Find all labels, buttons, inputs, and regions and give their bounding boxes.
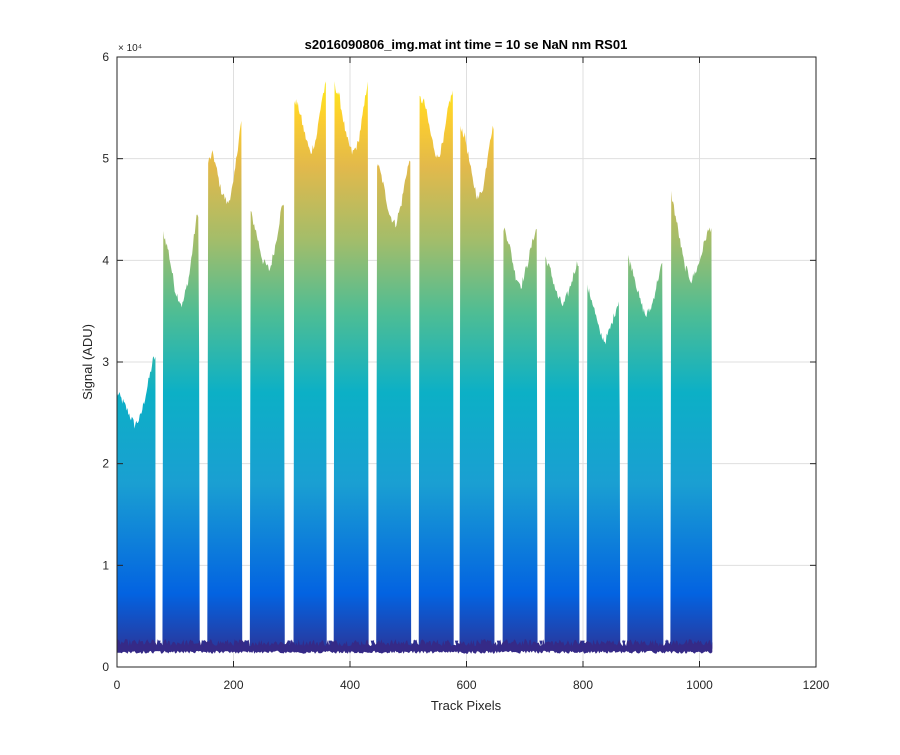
y-tick-label: 1 [102,558,109,572]
x-tick-label: 1200 [803,678,830,692]
track-area-8 [419,90,454,648]
y-tick-label: 0 [102,660,109,674]
track-area-6 [334,81,369,649]
y-tick-label: 5 [102,152,109,166]
chart-title: s2016090806_img.mat int time = 10 se NaN… [305,37,628,52]
x-axis-label: Track Pixels [431,698,502,713]
y-tick-label: 2 [102,457,109,471]
track-area-9 [460,126,495,649]
track-area-4 [250,204,285,648]
y-axis-label: Signal (ADU) [80,324,95,400]
track-area-11 [545,256,580,649]
y-tick-label: 6 [102,50,109,64]
x-tick-label: 0 [114,678,121,692]
y-tick-label: 3 [102,355,109,369]
x-tick-label: 800 [573,678,593,692]
track-area-12 [587,284,621,648]
x-tick-label: 1000 [686,678,713,692]
x-tick-label: 200 [223,678,243,692]
track-area-10 [503,227,538,648]
track-area-7 [376,161,411,649]
x-tick-label: 400 [340,678,360,692]
y-tick-label: 4 [102,253,109,267]
x-tick-label: 600 [456,678,476,692]
track-area-3 [207,121,242,649]
track-area-5 [294,81,327,648]
y-exponent-label: × 10⁴ [118,43,142,54]
